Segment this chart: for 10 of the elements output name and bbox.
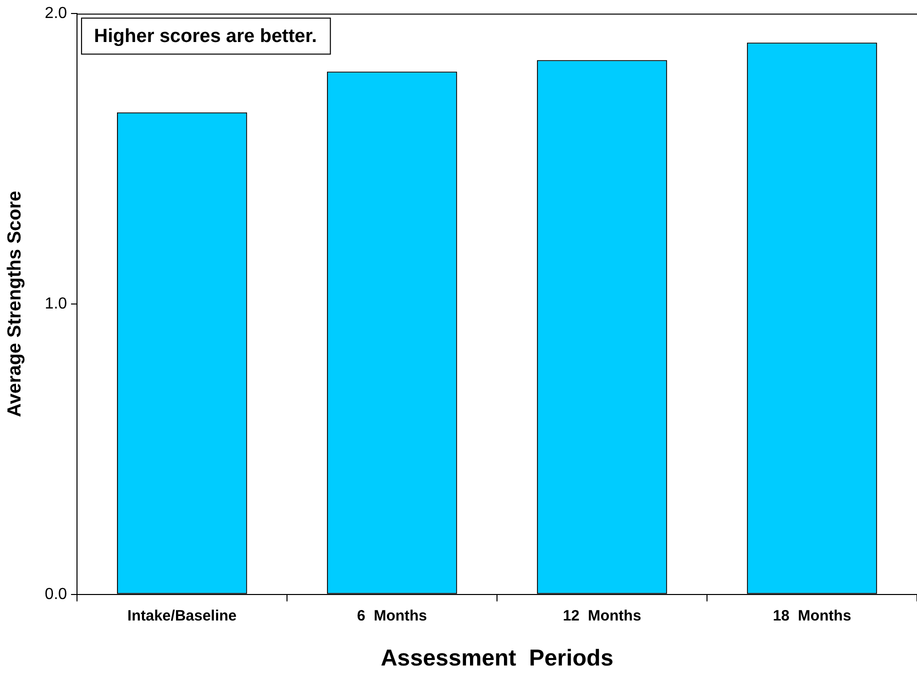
x-tick-label: 18 Months (772, 608, 852, 625)
y-tick-label: 1.0 (44, 295, 68, 312)
x-tick-label: 6 Months (357, 608, 428, 625)
x-tick-label: 12 Months (562, 608, 642, 625)
y-tick-label: 2.0 (44, 5, 68, 22)
y-tick-label: 0.0 (44, 586, 68, 603)
y-axis-title: Average Strengths Score (4, 190, 26, 418)
x-axis-title: Assessment Periods (380, 644, 614, 671)
x-tick-label: Intake/Baseline (127, 608, 237, 625)
annotation: Higher scores are better. (94, 26, 317, 47)
